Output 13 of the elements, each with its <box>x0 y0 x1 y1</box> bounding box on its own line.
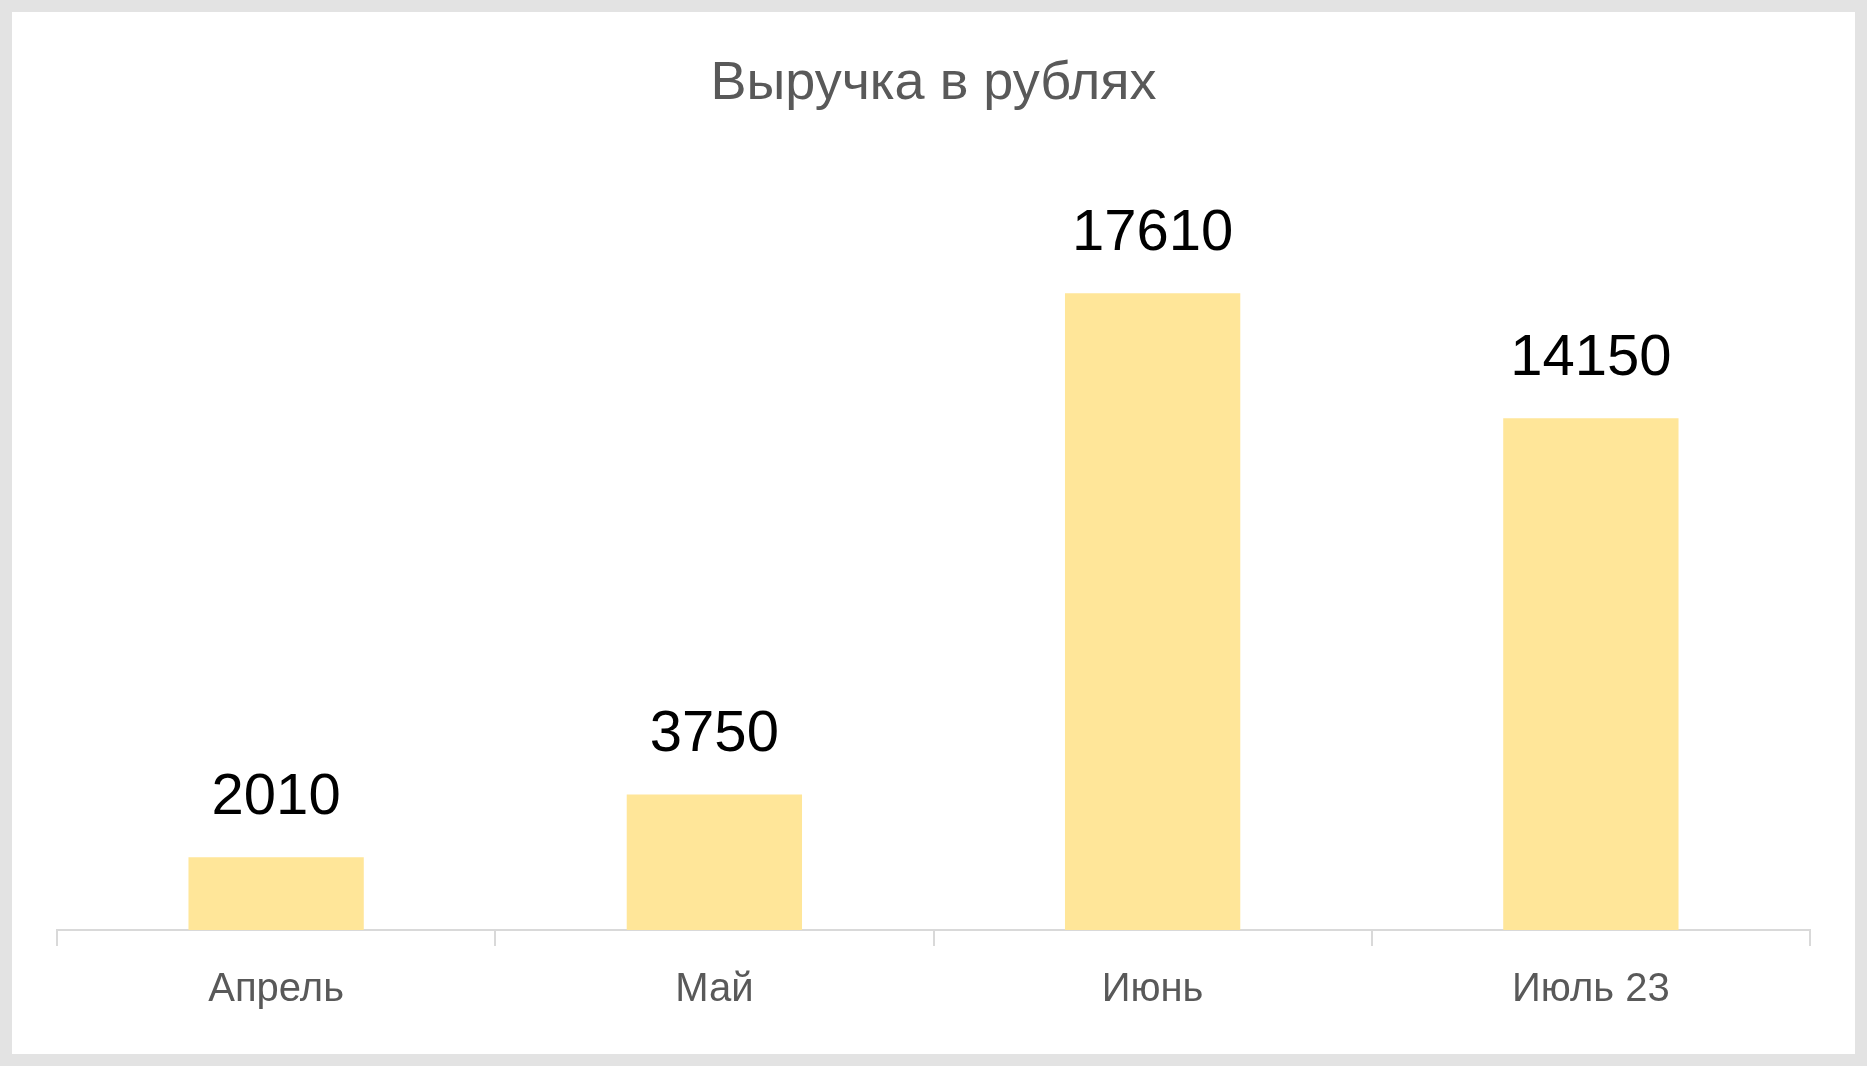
bar <box>626 794 803 930</box>
data-label: 2010 <box>211 761 341 827</box>
x-tick-label: Апрель <box>208 965 344 1010</box>
bar <box>1064 293 1241 930</box>
x-tick-label: Июнь <box>1101 965 1204 1010</box>
x-tick-label: Июль 23 <box>1512 965 1670 1010</box>
data-label: 3750 <box>649 698 779 764</box>
data-label: 14150 <box>1510 322 1672 388</box>
chart-title: Выручка в рублях <box>710 50 1157 111</box>
bar <box>188 857 364 930</box>
x-tick-label: Май <box>675 965 754 1010</box>
data-label: 17610 <box>1071 197 1234 263</box>
bar <box>1503 418 1679 930</box>
